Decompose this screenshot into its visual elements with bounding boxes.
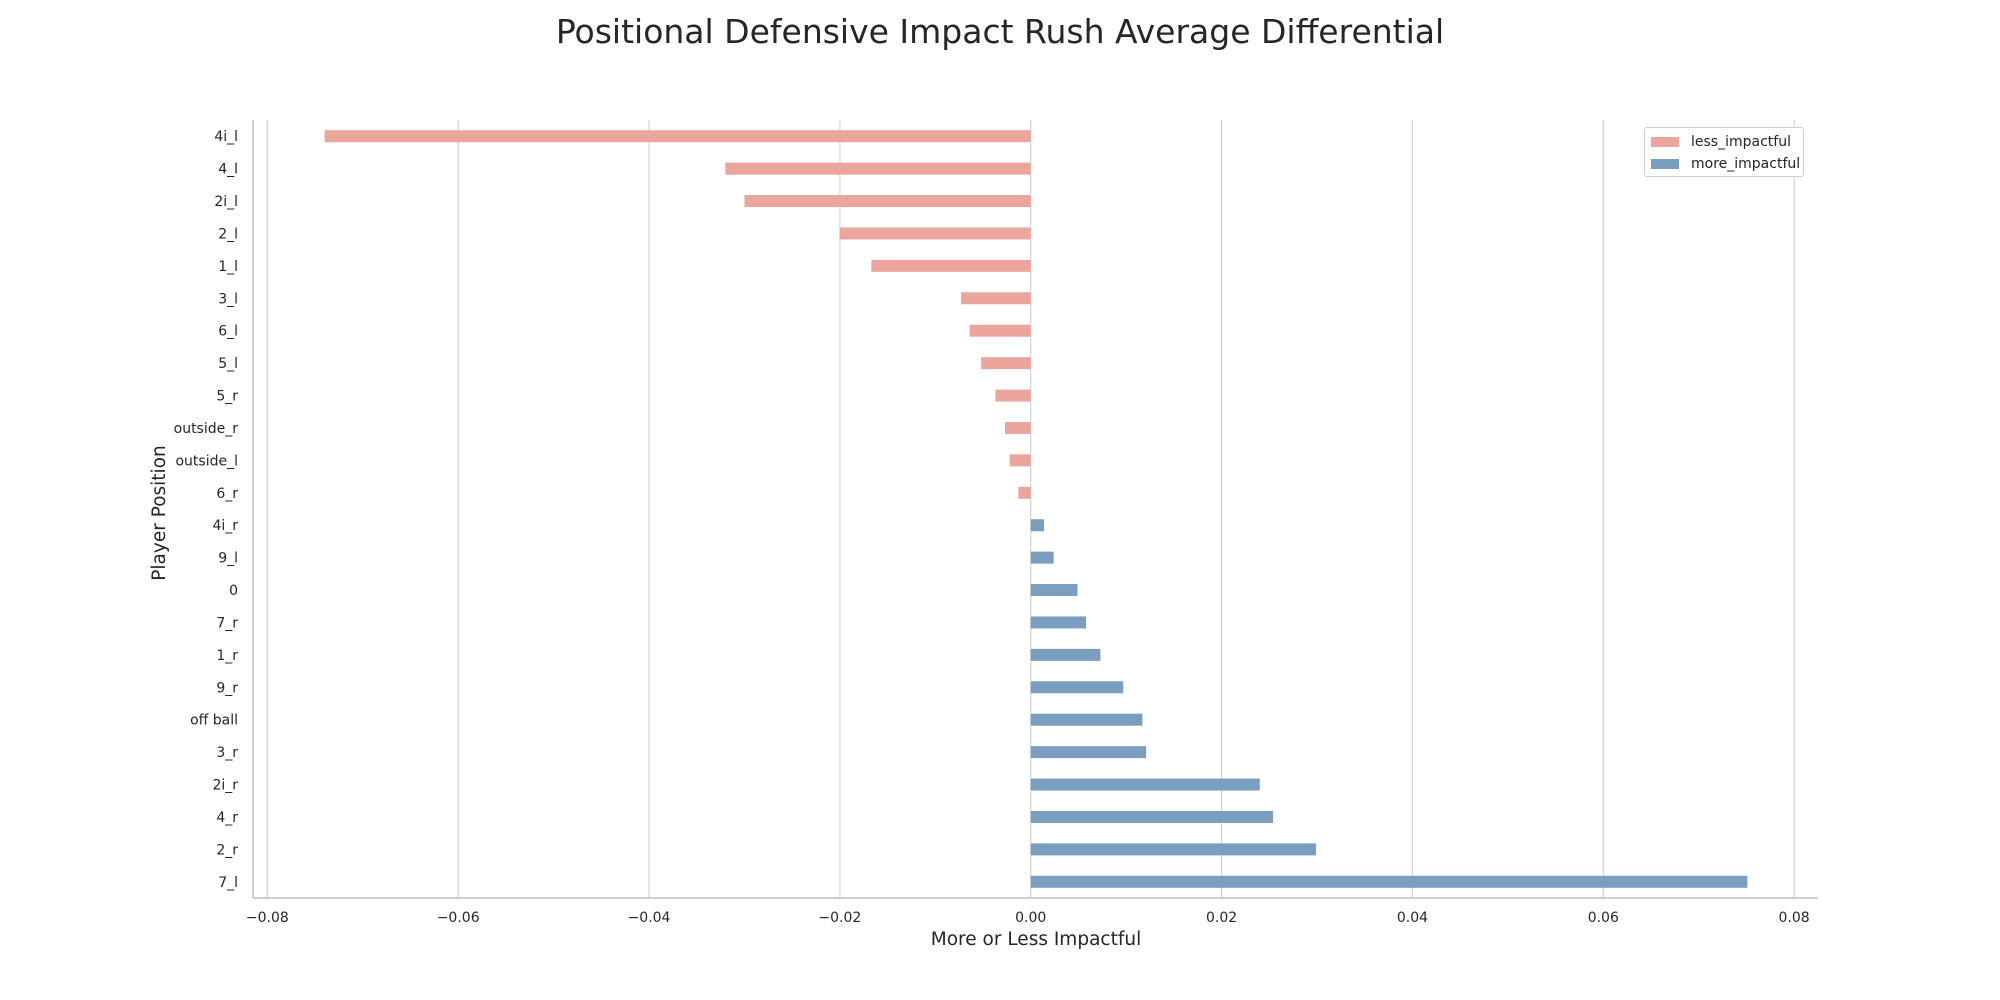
y-tick-label: 0 bbox=[229, 583, 238, 599]
y-tick-label: 6_r bbox=[216, 486, 238, 502]
y-tick-label: 4i_l bbox=[214, 129, 238, 145]
bar-4_l bbox=[725, 162, 1031, 175]
bar-3_r bbox=[1030, 746, 1147, 759]
y-tick-label: 7_r bbox=[216, 615, 238, 631]
x-tick-label: 0.04 bbox=[1397, 910, 1428, 926]
y-tick-label: 9_r bbox=[216, 680, 238, 696]
legend: less_impactful more_impactful bbox=[1644, 127, 1804, 177]
y-tick-label: outside_r bbox=[174, 421, 239, 437]
y-tick-label: outside_l bbox=[175, 453, 238, 469]
x-tick-label: −0.08 bbox=[246, 910, 289, 926]
bar-2_l bbox=[839, 227, 1031, 240]
bar-3_l bbox=[961, 292, 1031, 305]
y-tick-label: 6_l bbox=[218, 324, 238, 340]
x-tick-label: 0.00 bbox=[1015, 910, 1046, 926]
x-tick-label: −0.06 bbox=[437, 910, 480, 926]
y-tick-label: 4i_r bbox=[212, 518, 238, 534]
bar-4i_r bbox=[1030, 519, 1045, 532]
x-tick-label: 0.08 bbox=[1779, 910, 1810, 926]
bar-5_l bbox=[981, 357, 1031, 370]
x-tick-label: 0.02 bbox=[1206, 910, 1237, 926]
bar-6_r bbox=[1018, 486, 1031, 499]
y-tick-label: 1_l bbox=[218, 259, 238, 275]
y-tick-label: 2i_l bbox=[214, 194, 238, 210]
bar-4_r bbox=[1030, 810, 1274, 823]
bar-5_r bbox=[995, 389, 1031, 402]
bar-9_r bbox=[1030, 681, 1124, 694]
y-tick-label: 3_r bbox=[216, 745, 238, 761]
bars bbox=[324, 130, 1748, 888]
y-tick-label: 4_l bbox=[218, 162, 238, 178]
y-axis-title: Player Position bbox=[149, 445, 170, 580]
y-tick-label: 5_l bbox=[218, 356, 238, 372]
grid-lines bbox=[266, 120, 1795, 898]
legend-label-more-impactful: more_impactful bbox=[1691, 156, 1801, 172]
bar-outside_r bbox=[1004, 421, 1031, 434]
bar-4i_l bbox=[324, 130, 1031, 143]
legend-item-less-impactful: less_impactful bbox=[1651, 132, 1791, 152]
bar-0 bbox=[1030, 584, 1078, 597]
axes bbox=[252, 120, 1818, 899]
y-tick-labels: 4i_l 4_l 2i_l 2_l 1_l 3_l 6_l 5_l 5_r outside_rou… bbox=[174, 129, 239, 891]
x-tick-label: −0.04 bbox=[628, 910, 671, 926]
bar-9_l bbox=[1030, 551, 1054, 564]
bar-1_r bbox=[1030, 648, 1101, 661]
legend-swatch-less-impactful bbox=[1651, 137, 1679, 147]
bar-2i_r bbox=[1030, 778, 1260, 791]
legend-swatch-more-impactful bbox=[1651, 159, 1679, 169]
bar-6_l bbox=[969, 324, 1031, 337]
bar-outside_l bbox=[1009, 454, 1031, 467]
y-tick-label: 1_r bbox=[216, 648, 238, 664]
y-tick-label: 3_l bbox=[218, 291, 238, 307]
bar-off-ball bbox=[1030, 713, 1143, 726]
y-tick-label: 2_r bbox=[216, 842, 238, 858]
y-tick-label: 7_l bbox=[218, 875, 238, 891]
x-axis-title: More or Less Impactful bbox=[931, 929, 1141, 950]
chart-title: Positional Defensive Impact Rush Average… bbox=[555, 12, 1445, 51]
y-tick-label: 9_l bbox=[218, 551, 238, 567]
bar-2_r bbox=[1030, 843, 1317, 856]
legend-label-less-impactful: less_impactful bbox=[1691, 134, 1791, 150]
bar-7_l bbox=[1030, 875, 1748, 888]
bar-2i_l bbox=[744, 195, 1031, 208]
y-tick-label: 5_r bbox=[216, 389, 238, 405]
y-tick-label: 2i_r bbox=[212, 778, 238, 794]
x-tick-labels: −0.08 −0.06 −0.04 −0.02 0.00 0.02 0.04 0.06 0.08 bbox=[246, 910, 1810, 926]
x-tick-label: 0.06 bbox=[1588, 910, 1619, 926]
y-tick-label: 4_r bbox=[216, 810, 238, 826]
y-tick-label: 2_l bbox=[218, 226, 238, 242]
bar-1_l bbox=[871, 259, 1031, 272]
y-tick-label: off ball bbox=[190, 713, 238, 729]
bar-7_r bbox=[1030, 616, 1087, 629]
x-tick-label: −0.02 bbox=[818, 910, 861, 926]
legend-item-more-impactful: more_impactful bbox=[1651, 154, 1800, 174]
